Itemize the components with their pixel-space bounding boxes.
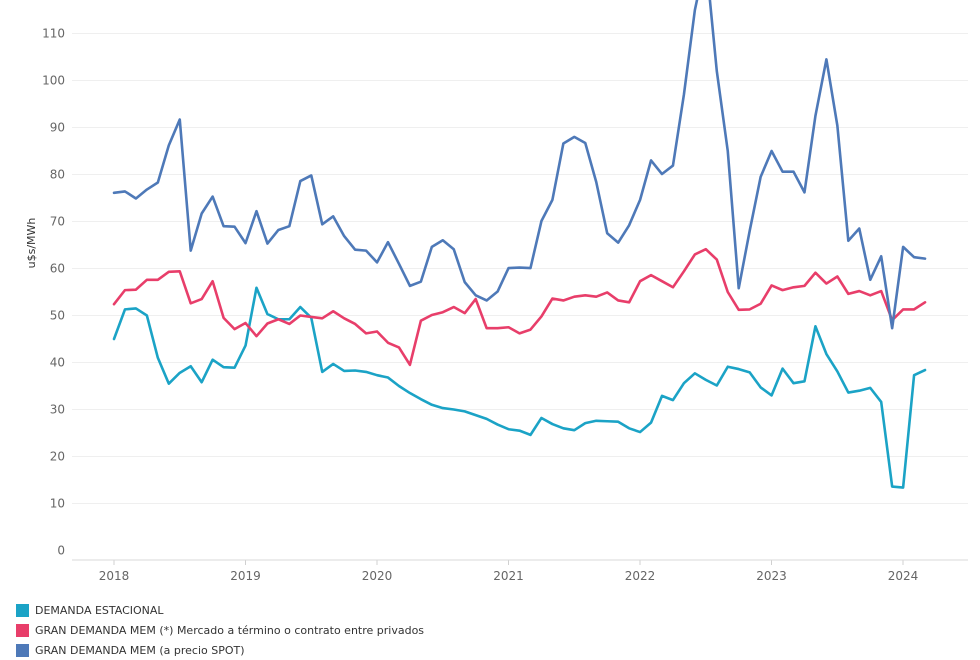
line-chart: 0102030405060708090100110120 20182019202… — [25, 0, 968, 583]
y-axis-ticks: 0102030405060708090100110120 — [42, 27, 65, 558]
y-tick-label: 40 — [50, 356, 65, 370]
x-tick-label: 2021 — [493, 569, 524, 583]
y-tick-label: 0 — [57, 544, 65, 558]
y-tick-label: 20 — [50, 450, 65, 464]
legend-item-demanda-estacional[interactable]: DEMANDA ESTACIONAL — [16, 600, 424, 620]
series-lines — [112, 0, 927, 489]
x-tick-label: 2024 — [888, 569, 919, 583]
legend-item-gran-demanda-termino[interactable]: GRAN DEMANDA MEM (*) Mercado a término o… — [16, 620, 424, 640]
y-tick-label: 50 — [50, 309, 65, 323]
y-tick-label: 90 — [50, 121, 65, 135]
x-tick-label: 2023 — [756, 569, 787, 583]
series-line-demanda-estacional — [112, 286, 927, 489]
legend: DEMANDA ESTACIONAL GRAN DEMANDA MEM (*) … — [16, 600, 424, 660]
y-tick-label: 80 — [50, 168, 65, 182]
legend-label: GRAN DEMANDA MEM (a precio SPOT) — [35, 643, 245, 657]
legend-swatch — [16, 643, 29, 657]
legend-item-gran-demanda-spot[interactable]: GRAN DEMANDA MEM (a precio SPOT) — [16, 640, 424, 660]
y-tick-label: 70 — [50, 215, 65, 229]
x-tick-label: 2019 — [230, 569, 261, 583]
legend-label: DEMANDA ESTACIONAL — [35, 603, 164, 617]
x-tick-label: 2022 — [625, 569, 656, 583]
y-axis-label: u$s/MWh — [25, 218, 38, 269]
x-tick-label: 2018 — [99, 569, 130, 583]
legend-swatch — [16, 623, 29, 637]
legend-label: GRAN DEMANDA MEM (*) Mercado a término o… — [35, 623, 425, 637]
series-line-gran-demanda-mem-a-precio-spot — [112, 0, 927, 330]
y-tick-label: 110 — [42, 27, 65, 41]
series-line-gran-demanda-mem-mercado-a-t-rmino-o-con — [112, 247, 927, 367]
y-tick-label: 60 — [50, 262, 65, 276]
y-tick-label: 30 — [50, 403, 65, 417]
legend-swatch — [16, 603, 29, 617]
x-axis-ticks: 2018 2019 2020 2021 2022 2023 2024 — [99, 560, 919, 583]
x-tick-label: 2020 — [362, 569, 393, 583]
gridlines — [72, 33, 968, 504]
y-tick-label: 100 — [42, 74, 65, 88]
y-tick-label: 10 — [50, 497, 65, 511]
